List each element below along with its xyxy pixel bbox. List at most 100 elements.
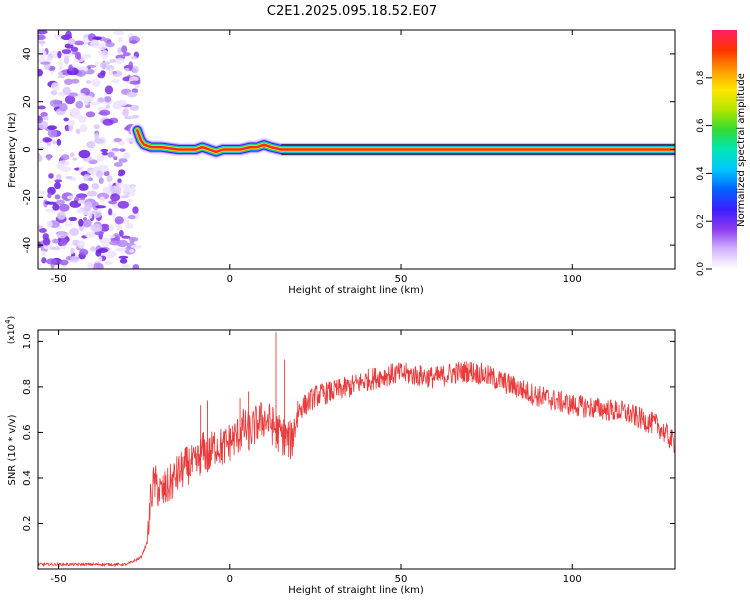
y-tick-label: 0 bbox=[22, 146, 33, 152]
colorbar: 0.0 0.2 0.4 0.6 0.8 Normalized spectral ampl… bbox=[696, 30, 747, 276]
noise-blob bbox=[64, 78, 74, 85]
noise-blob bbox=[78, 183, 89, 191]
noise-blob bbox=[122, 52, 131, 57]
noise-blob bbox=[58, 61, 63, 70]
noise-blob bbox=[78, 218, 84, 227]
noise-blob bbox=[115, 247, 127, 252]
spectrogram-panel: -50 0 50 100 -40 -20 0 20 40 Height of straight … bbox=[7, 29, 676, 296]
noise-blob bbox=[83, 67, 89, 72]
noise-blob bbox=[64, 95, 76, 105]
noise-blob bbox=[42, 237, 51, 246]
x-tick-label: 100 bbox=[563, 574, 582, 585]
noise-blob bbox=[88, 177, 94, 182]
noise-blob bbox=[68, 216, 78, 222]
colorbar-ticks: 0.0 0.2 0.4 0.6 0.8 bbox=[696, 70, 712, 276]
colorbar-tick-label: 0.8 bbox=[696, 70, 706, 85]
x-tick-label: 0 bbox=[227, 574, 233, 585]
noise-blob bbox=[47, 129, 58, 138]
signal-ridge bbox=[130, 123, 675, 159]
noise-blob bbox=[44, 208, 56, 213]
noise-blob bbox=[47, 125, 57, 130]
noise-blob bbox=[65, 30, 72, 39]
noise-blob bbox=[47, 192, 52, 199]
noise-blob bbox=[91, 183, 100, 190]
noise-blob bbox=[41, 250, 47, 256]
noise-blob bbox=[120, 264, 131, 268]
noise-blob bbox=[45, 258, 58, 265]
noise-blob bbox=[100, 223, 110, 232]
noise-blob bbox=[114, 216, 124, 225]
noise-blob bbox=[82, 219, 92, 228]
noise-blob bbox=[126, 91, 137, 98]
noise-blob bbox=[59, 103, 68, 112]
noise-blob bbox=[54, 179, 63, 183]
noise-blob bbox=[38, 57, 46, 63]
noise-blob bbox=[101, 151, 109, 156]
noise-blob bbox=[42, 116, 49, 121]
noise-blob bbox=[38, 142, 42, 147]
noise-blob bbox=[113, 156, 118, 161]
noise-blob bbox=[46, 220, 53, 228]
noise-blob bbox=[107, 151, 115, 158]
noise-blob bbox=[127, 214, 136, 220]
y-tick-label: 0.4 bbox=[22, 470, 33, 486]
noise-blob bbox=[38, 68, 43, 77]
noise-blob bbox=[68, 92, 79, 97]
noise-blob bbox=[108, 208, 113, 216]
colorbar-tick-label: 0.4 bbox=[696, 166, 706, 181]
noise-blob bbox=[109, 185, 122, 193]
noise-blob bbox=[104, 85, 114, 95]
noise-blob bbox=[129, 40, 138, 44]
noise-blob bbox=[120, 195, 129, 199]
noise-blob bbox=[129, 249, 135, 253]
noise-blob bbox=[63, 117, 69, 122]
noise-blob bbox=[69, 228, 80, 237]
noise-blob bbox=[56, 199, 65, 205]
noise-blob bbox=[38, 154, 43, 163]
spectrogram-xlabel: Height of straight line (km) bbox=[288, 285, 424, 296]
noise-blob bbox=[61, 49, 72, 55]
noise-blob bbox=[103, 96, 112, 103]
noise-blob bbox=[112, 30, 125, 36]
noise-blob bbox=[104, 260, 113, 266]
y-tick-label: -20 bbox=[22, 189, 33, 205]
noise-blob bbox=[99, 196, 105, 202]
noise-blob bbox=[68, 64, 73, 72]
noise-blob bbox=[77, 240, 85, 249]
noise-blob bbox=[78, 149, 91, 159]
noise-blobs bbox=[38, 30, 142, 269]
noise-blob bbox=[117, 178, 122, 184]
noise-blob bbox=[38, 227, 47, 233]
noise-blob bbox=[113, 137, 122, 142]
noise-blob bbox=[117, 200, 129, 209]
noise-blob bbox=[52, 140, 57, 145]
noise-blob bbox=[72, 157, 78, 161]
noise-blob bbox=[59, 259, 69, 266]
noise-blob bbox=[78, 116, 87, 124]
x-tick-label: -50 bbox=[50, 274, 66, 285]
noise-blob bbox=[124, 116, 134, 120]
noise-blob bbox=[127, 199, 133, 203]
y-tick-label: 40 bbox=[22, 48, 33, 61]
noise-blob bbox=[38, 34, 46, 40]
spectrogram-axes: -50 0 50 100 -40 -20 0 20 40 bbox=[22, 30, 675, 285]
noise-blob bbox=[117, 173, 124, 177]
spectrogram-ylabel: Frequency (Hz) bbox=[7, 112, 18, 188]
x-tick-label: 0 bbox=[227, 274, 233, 285]
noise-blob bbox=[108, 223, 114, 232]
noise-blob bbox=[41, 257, 47, 264]
noise-blob bbox=[38, 115, 44, 124]
noise-blob bbox=[125, 223, 134, 229]
noise-blob bbox=[51, 238, 60, 244]
noise-blob bbox=[50, 82, 60, 91]
colorbar-label: Normalized spectral amplitude bbox=[736, 73, 747, 227]
noise-blob bbox=[54, 194, 61, 200]
noise-blob bbox=[117, 36, 123, 43]
noise-blob bbox=[74, 40, 85, 46]
snr-axes: -50 0 50 100 0.2 0.4 0.6 0.8 1.0 bbox=[22, 330, 675, 585]
snr-series bbox=[38, 332, 675, 568]
noise-blob bbox=[101, 240, 111, 247]
snr-panel: -50 0 50 100 0.2 0.4 0.6 0.8 1.0 Height of strai… bbox=[4, 316, 676, 596]
y-tick-label: -40 bbox=[22, 237, 33, 253]
snr-exponent-label: (x104) bbox=[4, 316, 17, 344]
